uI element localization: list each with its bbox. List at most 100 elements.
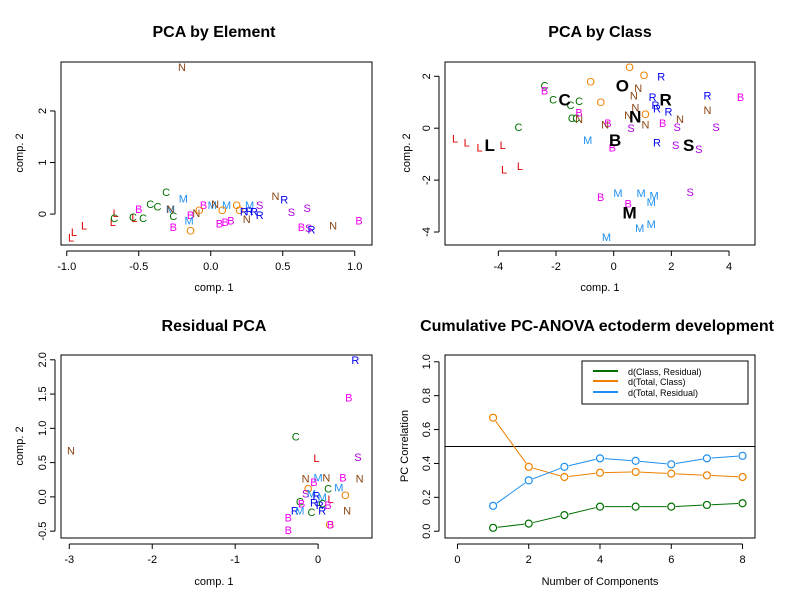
x-tick-label: -1.0	[57, 261, 76, 273]
data-point	[595, 454, 605, 463]
point-label-B: B	[200, 200, 207, 212]
series-lines	[489, 413, 747, 532]
point-label-C: C	[292, 432, 300, 444]
centroid-label-M: M	[622, 204, 636, 223]
point-label-R: R	[657, 71, 665, 83]
x-tick-label: -2	[147, 554, 157, 566]
x-tick-label: -3	[64, 554, 74, 566]
point-label-N: N	[356, 473, 364, 485]
point-label-O: O	[218, 205, 227, 217]
y-axis: -0.5 0.0 0.5 1.0 1.5 2.0	[37, 352, 56, 541]
x-tick-label: 0	[454, 554, 460, 566]
x-axis-label: comp. 1	[194, 576, 233, 588]
series-segment	[495, 421, 527, 464]
series-segment	[532, 467, 561, 480]
point-label-B: B	[345, 392, 352, 404]
chart-title: Residual PCA	[162, 318, 267, 335]
data-point	[702, 500, 711, 510]
plot-frame	[444, 61, 756, 246]
point-label-C: C	[549, 95, 557, 107]
point-label-B: B	[310, 477, 317, 489]
y-axis-label: comp. 2	[14, 426, 26, 465]
point-label-N: N	[166, 204, 174, 216]
data-point	[702, 454, 711, 463]
panel-pca-by-class: PCA by Class comp. 1 comp. 2 -4 -2 0 2 4 -4-…	[401, 24, 756, 294]
x-tick-label: 2	[526, 554, 532, 566]
point-label-N: N	[631, 102, 639, 114]
y-tick-label: 2	[421, 73, 433, 79]
point-label-C: C	[568, 113, 576, 125]
panel-pca-by-element: PCA by Element comp. 1 comp. 2 -1.0 -0.5 0…	[14, 24, 373, 294]
series-segment	[640, 471, 667, 474]
point-label-M: M	[166, 204, 175, 216]
point-label-R: R	[703, 91, 711, 103]
point-label-B: B	[659, 118, 666, 130]
x-tick-label: -4	[493, 261, 503, 273]
x-tick-label: -0.5	[129, 261, 148, 273]
point-label-S: S	[354, 452, 361, 464]
point-label-M: M	[583, 135, 592, 147]
point-label-C: C	[153, 201, 161, 213]
y-tick-label: -0.5	[37, 522, 49, 541]
y-tick-label: 0.5	[37, 455, 49, 470]
point-label-M: M	[222, 200, 231, 212]
point-label-O: O	[641, 109, 650, 121]
point-label-O: O	[625, 62, 634, 74]
point-label-B: B	[221, 217, 228, 229]
data-point	[738, 451, 747, 460]
point-label-S: S	[305, 223, 312, 235]
y-tick-label: 2	[37, 108, 49, 114]
chart-title: PCA by Element	[153, 24, 277, 41]
series-segment	[568, 458, 596, 467]
point-label-M: M	[314, 473, 323, 485]
point-label-O: O	[195, 205, 204, 217]
chart-title: Cumulative PC-ANOVA ectoderm development	[420, 318, 775, 335]
point-label-L: L	[464, 137, 470, 149]
point-label-B: B	[597, 192, 604, 204]
point-label-L: L	[477, 143, 483, 155]
data-point	[489, 413, 498, 422]
point-label-N: N	[641, 119, 649, 131]
point-label-R: R	[653, 137, 661, 149]
point-label-B: B	[624, 198, 631, 210]
y-axis-label: PC Correlation	[399, 410, 411, 482]
point-label-N: N	[322, 473, 330, 485]
point-label-O: O	[325, 519, 334, 531]
centroid-label-R: R	[659, 91, 671, 110]
series-segment	[675, 504, 703, 507]
data-point	[489, 523, 498, 532]
centroid-label-N: N	[629, 108, 641, 127]
point-label-C: C	[139, 213, 147, 225]
point-label-B: B	[135, 204, 142, 216]
point-label-L: L	[113, 208, 119, 220]
x-tick-label: 0.0	[203, 261, 218, 273]
x-tick-label: 8	[739, 554, 745, 566]
point-label-N: N	[302, 473, 310, 485]
point-label-C: C	[515, 122, 523, 134]
y-tick-label: 0.0	[421, 524, 433, 539]
y-tick-label: 0.6	[421, 422, 433, 437]
y-tick-label: 1.5	[37, 386, 49, 401]
point-label-R: R	[250, 206, 258, 218]
point-label-R: R	[665, 106, 673, 118]
point-label-O: O	[596, 97, 605, 109]
series-segment	[711, 455, 739, 459]
point-label-O: O	[341, 490, 350, 502]
point-label-M: M	[318, 492, 327, 504]
point-label-S: S	[673, 122, 680, 134]
legend-box	[581, 360, 749, 405]
y-tick-label: 0.0	[37, 489, 49, 504]
point-label-O: O	[235, 205, 244, 217]
point-label-L: L	[327, 494, 333, 506]
point-label-R: R	[280, 195, 288, 207]
x-axis-label: Number of Components	[542, 576, 659, 588]
y-axis-label: comp. 2	[401, 133, 413, 172]
point-label-N: N	[624, 110, 632, 122]
point-label-N: N	[630, 91, 638, 103]
data-point	[667, 469, 676, 478]
point-label-R: R	[316, 500, 324, 512]
y-axis-label: comp. 2	[14, 133, 26, 172]
x-tick-label: 0	[611, 261, 617, 273]
point-label-B: B	[298, 222, 305, 234]
point-label-B: B	[604, 118, 611, 130]
